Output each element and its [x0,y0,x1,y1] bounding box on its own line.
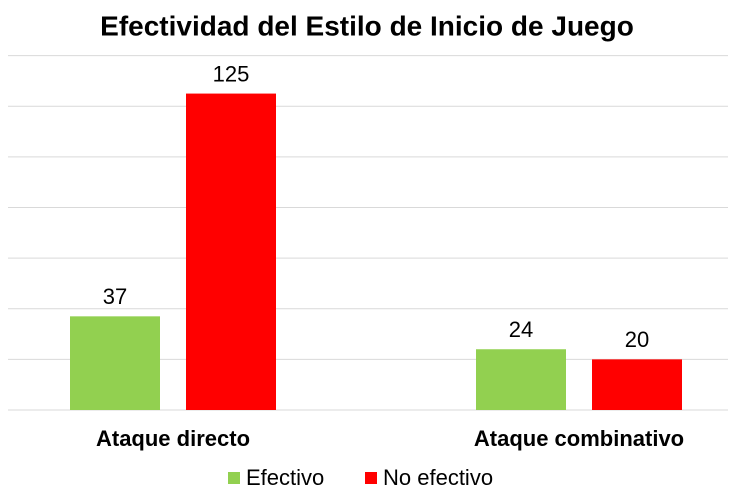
x-tick-label: Ataque combinativo [474,426,684,451]
bar [592,359,682,410]
bar [70,316,160,410]
bar [476,349,566,410]
bar [186,93,276,411]
legend-label: No efectivo [383,465,493,489]
chart-title: Efectividad del Estilo de Inicio de Jueg… [100,10,634,41]
data-label: 20 [625,327,649,352]
legend-swatch [228,472,240,484]
data-label: 125 [213,61,250,86]
x-tick-label: Ataque directo [96,426,250,451]
legend-label: Efectivo [246,465,324,489]
data-label: 37 [103,284,127,309]
data-label: 24 [509,317,533,342]
legend-swatch [365,472,377,484]
